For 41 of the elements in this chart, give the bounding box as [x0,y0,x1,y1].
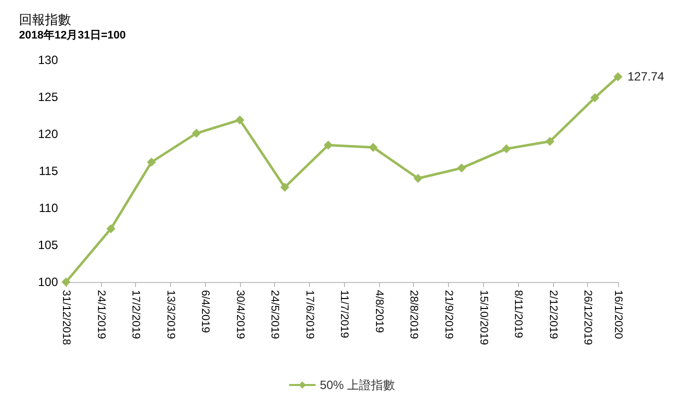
y-tick-label: 125 [38,90,58,104]
y-tick-label: 105 [38,238,58,252]
point [457,164,466,173]
y-tick-label: 100 [38,275,58,289]
x-tick-label: 17/6/2019 [303,290,316,339]
x-tick-label: 15/10/2019 [477,290,490,346]
point [614,72,622,82]
legend-label: 50% 上證指數 [320,378,396,392]
point [502,144,511,154]
point [414,174,423,183]
x-tick-label: 16/1/2020 [612,290,624,339]
chart-subtitle: 2018年12月31日=100 [19,28,126,42]
chart-title: 回報指數 [19,12,71,27]
x-tick-label: 4/8/2019 [372,290,385,333]
point [192,128,201,138]
x-tick-label: 11/7/2019 [338,290,350,338]
x-tick-label: 13/3/2019 [164,290,176,339]
x-tick-label: 17/2/2019 [130,290,142,339]
point [324,140,333,150]
y-tick-label: 110 [38,201,58,215]
point [545,136,554,146]
x-tick-label: 31/12/2018 [60,290,72,346]
x-tick-label: 6/4/2019 [199,290,212,333]
x-tick-label: 8/11/2019 [512,290,524,338]
x-tick-label: 21/9/2019 [442,290,454,339]
x-tick-label: 24/5/2019 [268,290,281,339]
x-tick-label: 28/8/2019 [408,290,420,339]
y-tick-label: 120 [38,127,58,141]
point [106,224,116,234]
x-tick-label: 30/4/2019 [234,290,246,339]
point [280,182,290,192]
x-tick-label: 24/1/2019 [94,290,107,339]
y-tick-label: 115 [38,164,58,178]
point [146,158,156,167]
y-tick-label: 130 [38,53,58,67]
x-tick-label: 2/12/2019 [546,290,559,339]
point [590,93,600,102]
data-label: 127.74 [628,70,665,84]
x-tick-label: 26/12/2019 [582,290,594,346]
point [368,142,378,152]
point [235,115,244,124]
